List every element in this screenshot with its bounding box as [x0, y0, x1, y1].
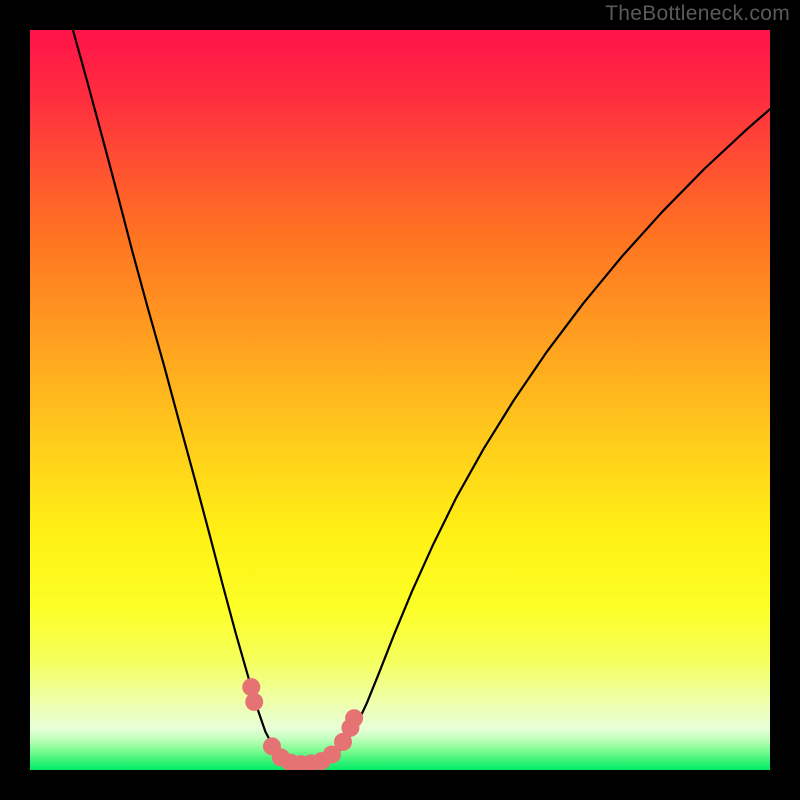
resonance-curve: [73, 30, 770, 763]
chart-overlay: [30, 30, 770, 770]
marker-dot: [345, 709, 363, 727]
marker-dot: [245, 693, 263, 711]
plot-area: [30, 30, 770, 770]
watermark-text: TheBottleneck.com: [605, 2, 790, 26]
marker-dot: [242, 678, 260, 696]
marker-cluster: [242, 678, 363, 770]
